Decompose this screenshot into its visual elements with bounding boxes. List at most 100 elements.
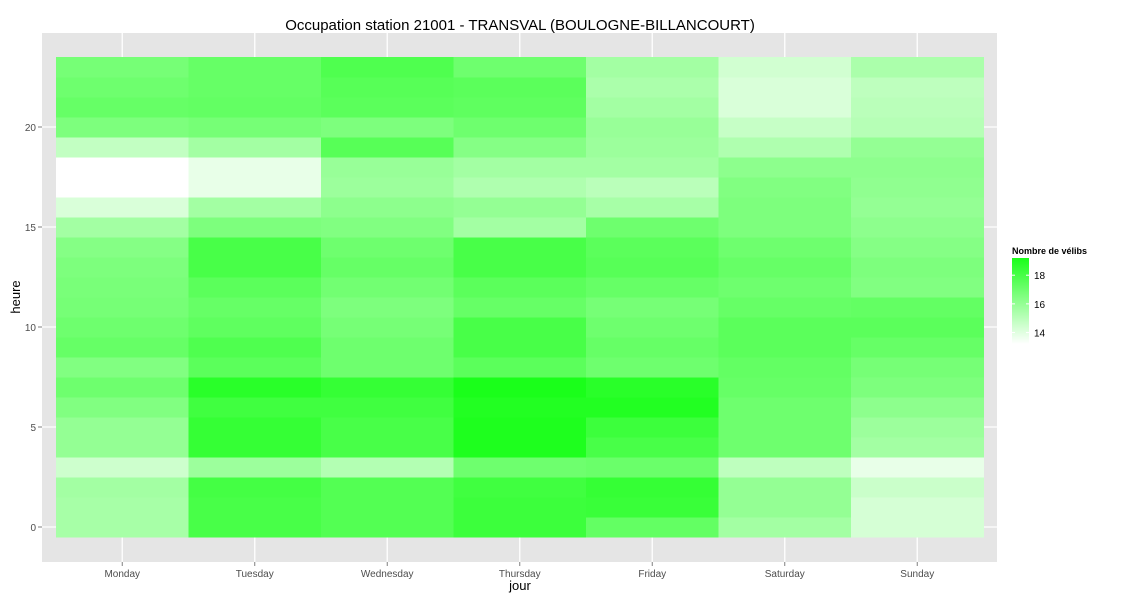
heatmap-cell-friday-21 [586,97,719,118]
heatmap-cell-wednesday-22 [321,77,454,98]
heatmap-cell-thursday-18 [453,157,587,178]
chart-title: Occupation station 21001 - TRANSVAL (BOU… [285,17,755,34]
heatmap-cell-monday-8 [56,357,189,378]
heatmap-cell-sunday-12 [851,277,984,298]
x-tick-label-friday: Friday [638,569,666,580]
heatmap-cell-wednesday-5 [321,417,454,438]
x-tick-label-monday: Monday [104,569,140,580]
heatmap-cell-monday-23 [56,57,189,78]
heatmap-cell-monday-2 [56,477,189,498]
heatmap-cell-friday-6 [586,397,719,418]
heatmap-cell-thursday-8 [453,357,587,378]
heatmap-cell-thursday-10 [453,317,587,338]
heatmap-cell-monday-21 [56,97,189,118]
heatmap-cell-friday-16 [586,197,719,218]
heatmap-cell-monday-4 [56,437,189,458]
heatmap-cell-monday-12 [56,277,189,298]
heatmap-cell-sunday-2 [851,477,984,498]
heatmap-cell-friday-22 [586,77,719,98]
heatmap-cell-thursday-4 [453,437,587,458]
heatmap-cell-friday-10 [586,317,719,338]
heatmap-cell-thursday-13 [453,257,587,278]
heatmap-cell-thursday-6 [453,397,587,418]
heatmap-cell-tuesday-1 [188,497,322,518]
heatmap-cell-thursday-16 [453,197,587,218]
heatmap-cell-saturday-0 [718,517,852,538]
heatmap-cell-thursday-1 [453,497,587,518]
heatmap-cell-thursday-2 [453,477,587,498]
heatmap-cell-sunday-8 [851,357,984,378]
heatmap-cell-friday-12 [586,277,719,298]
heatmap-cell-tuesday-20 [188,117,322,138]
legend-ticks: 14 16 18 [1012,271,1046,340]
heatmap-cell-tuesday-3 [188,457,322,478]
heatmap-cell-monday-0 [56,517,189,538]
heatmap-cell-friday-18 [586,157,719,178]
heatmap-cell-tuesday-2 [188,477,322,498]
heatmap-cell-thursday-9 [453,337,587,358]
heatmap-cell-wednesday-6 [321,397,454,418]
x-tick-label-sunday: Sunday [900,569,934,580]
heatmap-cell-thursday-11 [453,297,587,318]
heatmap-cell-wednesday-3 [321,457,454,478]
heatmap-cell-monday-3 [56,457,189,478]
heatmap-cell-sunday-13 [851,257,984,278]
heatmap-cell-wednesday-1 [321,497,454,518]
heatmap-cell-tuesday-6 [188,397,322,418]
heatmap-cell-sunday-7 [851,377,984,398]
heatmap-cell-tuesday-22 [188,77,322,98]
heatmap-cell-friday-23 [586,57,719,78]
legend-title: Nombre de vélibs [1012,246,1087,256]
heatmap-cell-saturday-13 [718,257,852,278]
heatmap-cell-friday-4 [586,437,719,458]
heatmap-cell-saturday-20 [718,117,852,138]
heatmap-cell-monday-19 [56,137,189,158]
heatmap-cell-wednesday-13 [321,257,454,278]
y-axis: 0 5 10 15 20 [25,123,42,534]
heatmap-cell-wednesday-20 [321,117,454,138]
heatmap-cell-tuesday-11 [188,297,322,318]
heatmap-cell-friday-7 [586,377,719,398]
heatmap-cell-wednesday-14 [321,237,454,258]
heatmap-cell-thursday-22 [453,77,587,98]
heatmap-cell-monday-5 [56,417,189,438]
heatmap-cell-saturday-6 [718,397,852,418]
heatmap-cell-saturday-10 [718,317,852,338]
heatmap-cell-saturday-16 [718,197,852,218]
heatmap-cell-sunday-4 [851,437,984,458]
heatmap-cell-wednesday-16 [321,197,454,218]
heatmap-cell-sunday-9 [851,337,984,358]
heatmap-cell-tuesday-19 [188,137,322,158]
heatmap-cell-friday-8 [586,357,719,378]
x-tick-label-wednesday: Wednesday [361,569,414,580]
heatmap-cell-sunday-23 [851,57,984,78]
heatmap-cell-monday-1 [56,497,189,518]
heatmap-cell-friday-3 [586,457,719,478]
heatmap-cell-monday-22 [56,77,189,98]
heatmap-cell-wednesday-11 [321,297,454,318]
heatmap-cell-thursday-12 [453,277,587,298]
heatmap-cell-saturday-17 [718,177,852,198]
heatmap-cell-saturday-19 [718,137,852,158]
heatmap-cell-wednesday-23 [321,57,454,78]
heatmap-cell-thursday-14 [453,237,587,258]
heatmap-cell-saturday-3 [718,457,852,478]
heatmap-cell-friday-13 [586,257,719,278]
heatmap-cell-sunday-22 [851,77,984,98]
heatmap-cell-friday-17 [586,177,719,198]
heatmap-cell-monday-10 [56,317,189,338]
heatmap-cell-sunday-14 [851,237,984,258]
heatmap-cell-wednesday-18 [321,157,454,178]
heatmap-cell-saturday-1 [718,497,852,518]
heatmap-cell-saturday-14 [718,237,852,258]
x-axis: Monday Tuesday Wednesday Thursday Friday Satu… [104,562,934,580]
heatmap-cell-sunday-15 [851,217,984,238]
y-tick-label: 0 [30,523,36,534]
heatmap-cell-tuesday-14 [188,237,322,258]
heatmap-cell-tuesday-17 [188,177,322,198]
y-tick-label: 20 [25,123,37,134]
heatmap-cell-friday-1 [586,497,719,518]
heatmap-cell-friday-5 [586,417,719,438]
y-tick-label: 15 [25,223,37,234]
